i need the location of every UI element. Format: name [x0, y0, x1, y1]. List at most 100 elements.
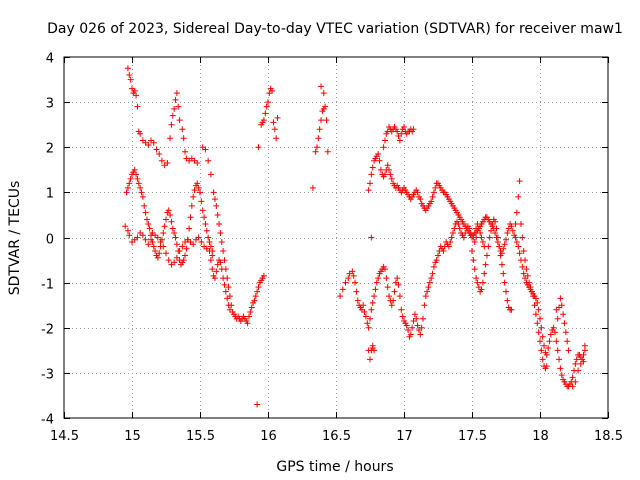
data-point — [167, 135, 174, 142]
data-marks — [122, 65, 588, 408]
data-point — [139, 193, 146, 200]
data-point — [381, 137, 388, 144]
data-point — [553, 338, 560, 345]
data-point — [134, 234, 141, 241]
data-point — [342, 279, 349, 286]
data-point — [365, 187, 372, 194]
data-point — [150, 139, 157, 146]
data-point — [205, 157, 212, 164]
data-point — [171, 229, 178, 236]
data-point — [146, 225, 153, 232]
data-point — [447, 239, 454, 246]
data-point — [413, 315, 420, 322]
data-point — [390, 297, 397, 304]
data-point — [312, 148, 319, 155]
data-point — [260, 272, 267, 279]
data-point — [569, 383, 576, 390]
data-point — [195, 234, 202, 241]
y-tick-label: 0 — [46, 233, 54, 248]
data-point — [430, 189, 437, 196]
data-point — [216, 220, 223, 227]
data-point — [479, 279, 486, 286]
data-point — [411, 311, 418, 318]
x-tick-label: 16.5 — [322, 429, 351, 444]
data-point — [210, 189, 217, 196]
data-point — [371, 347, 378, 354]
data-point — [429, 193, 436, 200]
data-point — [367, 356, 373, 363]
data-point — [157, 239, 164, 246]
data-point — [421, 302, 428, 309]
data-point — [137, 184, 144, 191]
data-point — [195, 184, 202, 191]
data-point — [387, 171, 394, 178]
data-point — [133, 171, 140, 178]
data-point — [486, 234, 493, 241]
data-point — [318, 83, 325, 90]
data-point — [560, 311, 567, 318]
data-point — [224, 295, 231, 302]
data-point — [373, 279, 380, 286]
y-tick-label: 1 — [46, 187, 54, 202]
data-point — [150, 243, 157, 250]
data-point — [386, 166, 393, 173]
data-point — [478, 286, 485, 293]
data-point — [469, 248, 475, 255]
data-point — [190, 193, 197, 200]
y-tick-label: 2 — [46, 142, 54, 157]
data-point — [531, 302, 538, 309]
y-tick-label: -4 — [41, 413, 54, 428]
data-point — [554, 347, 561, 354]
data-point — [526, 279, 533, 286]
data-point — [395, 281, 402, 288]
data-point — [543, 363, 550, 370]
data-point — [207, 257, 214, 264]
data-point — [160, 229, 167, 236]
data-point — [504, 297, 511, 304]
data-point — [386, 293, 393, 300]
data-point — [131, 166, 138, 173]
data-point — [580, 358, 587, 365]
data-point — [398, 130, 405, 137]
data-point — [368, 171, 375, 178]
data-point — [381, 266, 388, 273]
data-point — [501, 241, 508, 248]
data-point — [519, 263, 526, 270]
data-point — [396, 137, 403, 144]
x-tick-label: 18.5 — [594, 429, 623, 444]
x-tick-label: 15.5 — [186, 429, 215, 444]
data-point — [213, 202, 220, 209]
data-point — [152, 248, 159, 255]
data-point — [543, 351, 550, 358]
data-point — [481, 270, 488, 277]
data-point — [546, 338, 553, 345]
data-point — [226, 306, 233, 313]
data-point — [545, 345, 552, 352]
data-point — [337, 293, 344, 300]
data-point — [248, 304, 255, 311]
data-point — [530, 293, 537, 300]
data-point — [194, 180, 201, 187]
x-tick-label: 15 — [124, 429, 141, 444]
data-point — [133, 92, 140, 99]
data-point — [247, 308, 254, 315]
data-point — [165, 207, 172, 214]
data-point — [182, 252, 189, 259]
data-point — [124, 227, 131, 234]
data-point — [221, 281, 228, 288]
data-point — [367, 180, 373, 187]
data-point — [194, 160, 201, 167]
data-point — [414, 322, 421, 329]
data-point — [220, 248, 227, 255]
data-point — [381, 171, 388, 178]
data-point — [403, 322, 410, 329]
data-point — [122, 223, 129, 230]
data-point — [471, 266, 478, 273]
x-tick-label: 14.5 — [50, 429, 79, 444]
data-point — [324, 148, 331, 155]
data-point — [222, 288, 229, 295]
data-point — [534, 320, 541, 327]
data-point — [580, 351, 587, 358]
data-point — [565, 347, 572, 354]
data-point — [508, 306, 515, 313]
